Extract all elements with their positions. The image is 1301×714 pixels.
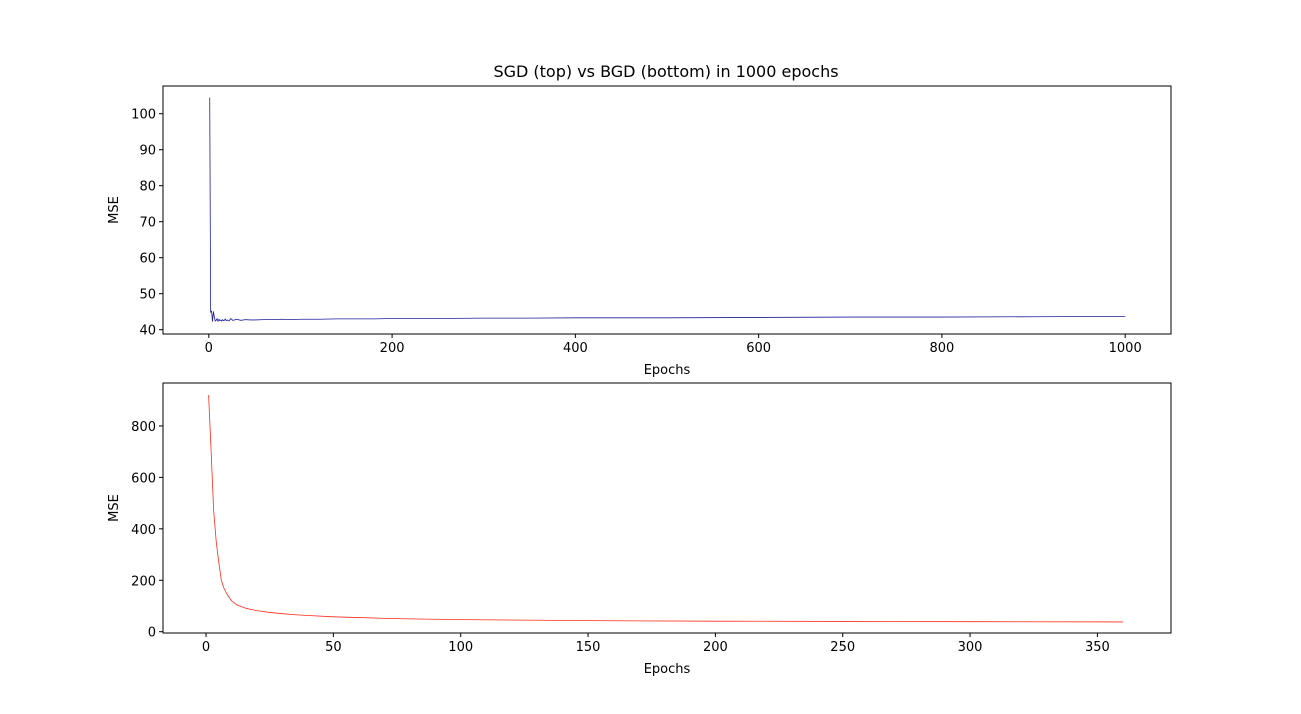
sgd-y-tick-label: 90 (139, 144, 156, 159)
sgd-x-tick-label: 1000 (1109, 341, 1142, 356)
bgd-x-tick-label: 350 (1085, 640, 1110, 655)
sgd-y-tick-label: 40 (139, 324, 156, 339)
bgd-y-tick-label: 600 (131, 471, 156, 486)
sgd-y-tick-label: 60 (139, 252, 156, 267)
sgd-x-tick-label: 400 (563, 341, 588, 356)
bgd-y-tick-label: 0 (148, 626, 156, 641)
sgd-y-tick-label: 80 (139, 180, 156, 195)
sgd-plot: 0 200 400 600 800 1000 40 50 60 70 80 90 100 Epochs MS… (107, 85, 1172, 378)
bgd-x-tick-label: 250 (830, 640, 855, 655)
bgd-axes-frame (162, 382, 1172, 634)
sgd-series-line-0 (209, 97, 1126, 322)
bgd-y-tick-label: 400 (131, 523, 156, 538)
sgd-x-tick-label: 800 (929, 341, 954, 356)
sgd-axes-frame (162, 85, 1172, 335)
bgd-x-tick-label: 100 (448, 640, 473, 655)
sgd-y-axis-label: MSE (107, 196, 122, 224)
sgd-x-axis-label: Epochs (644, 363, 691, 378)
bgd-x-tick-label: 300 (958, 640, 983, 655)
sgd-x-tick-label: 200 (380, 341, 405, 356)
bgd-plot: 0 50 100 150 200 250 300 350 0 200 400 600 800 Epochs… (107, 382, 1172, 677)
sgd-y-tick-label: 50 (139, 288, 156, 303)
sgd-y-tick-label: 70 (139, 216, 156, 231)
bgd-x-tick-label: 0 (202, 640, 210, 655)
bgd-x-tick-label: 200 (703, 640, 728, 655)
bgd-y-tick-label: 800 (131, 420, 156, 435)
bgd-x-axis-label: Epochs (644, 662, 691, 677)
bgd-series-line-0 (208, 395, 1123, 623)
sgd-x-tick-label: 600 (746, 341, 771, 356)
bgd-y-axis-label: MSE (107, 494, 122, 522)
chart-title: SGD (top) vs BGD (bottom) in 1000 epochs (493, 62, 838, 81)
bgd-x-tick-label: 150 (576, 640, 601, 655)
sgd-y-tick-label: 100 (131, 108, 156, 123)
bgd-x-tick-label: 50 (325, 640, 342, 655)
bgd-y-tick-label: 200 (131, 574, 156, 589)
sgd-x-tick-label: 0 (205, 341, 213, 356)
